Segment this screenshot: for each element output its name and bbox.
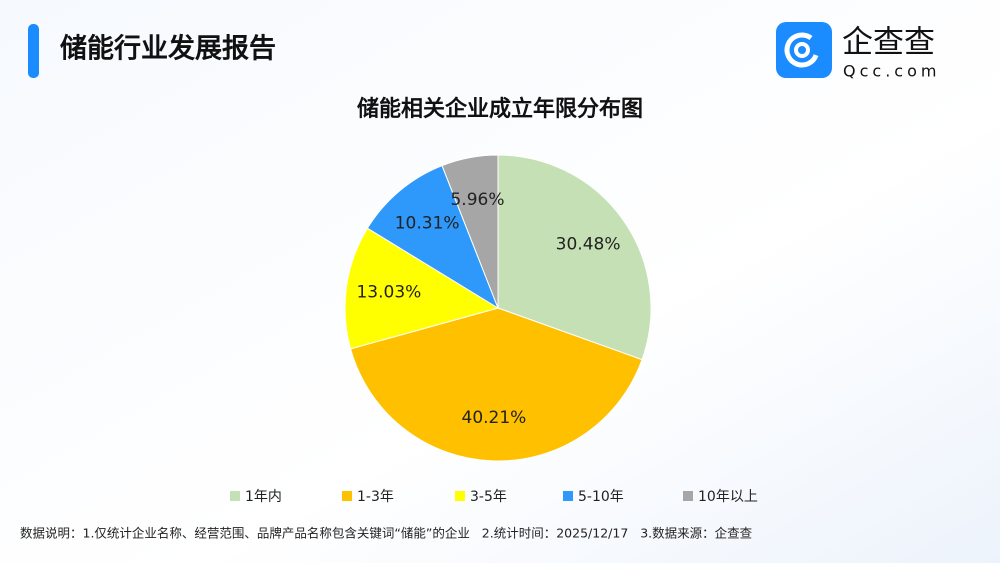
legend-swatch xyxy=(342,491,352,501)
data-label: 5.96% xyxy=(450,190,504,210)
logo-domain: Qcc.com xyxy=(843,62,940,81)
data-label: 30.48% xyxy=(556,235,621,255)
data-label: 13.03% xyxy=(356,283,421,303)
legend-label: 1年内 xyxy=(245,489,282,505)
chart-title: 储能相关企业成立年限分布图 xyxy=(357,96,643,122)
data-label: 10.31% xyxy=(395,214,460,234)
pie-slice xyxy=(366,164,500,310)
logo-icon xyxy=(776,22,832,78)
header-bar xyxy=(28,24,39,78)
legend-label: 5-10年 xyxy=(578,489,624,505)
footnote: 数据说明：1.仅统计企业名称、经营范围、品牌产品名称包含关键词“储能”的企业 2… xyxy=(20,526,753,541)
pie-slice xyxy=(344,227,500,350)
legend-swatch xyxy=(683,491,693,501)
legend-label: 1-3年 xyxy=(357,489,394,505)
logo-name: 企查查 xyxy=(842,25,935,61)
legend-swatch xyxy=(230,491,240,501)
legend-label: 3-5年 xyxy=(470,489,507,505)
data-label: 40.21% xyxy=(462,408,527,428)
pie-slice xyxy=(349,307,643,462)
logo-dot xyxy=(794,42,810,58)
legend-label: 10年以上 xyxy=(698,489,758,505)
legend-swatch xyxy=(563,491,573,501)
pie-slice xyxy=(497,154,652,361)
header-title: 储能行业发展报告 xyxy=(60,33,276,65)
legend-swatch xyxy=(455,491,465,501)
pie-slice xyxy=(441,154,499,309)
